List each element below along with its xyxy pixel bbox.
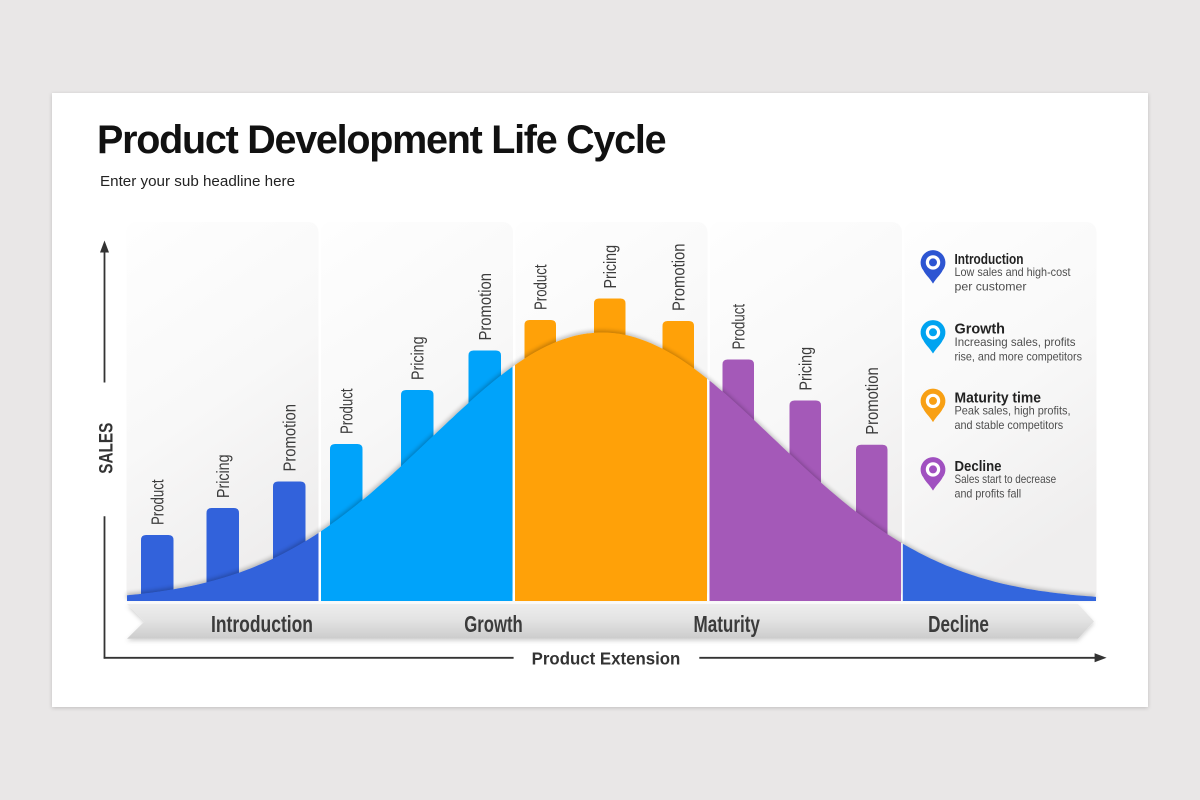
svg-text:Low sales and high-cost: Low sales and high-cost (955, 265, 1072, 279)
svg-text:Growth: Growth (955, 321, 1006, 338)
svg-text:Product: Product (729, 304, 749, 350)
svg-text:Product: Product (148, 479, 168, 525)
svg-text:per customer: per customer (955, 280, 1027, 294)
svg-text:Decline: Decline (955, 458, 1002, 475)
svg-text:Pricing: Pricing (213, 455, 233, 499)
svg-text:Promotion: Promotion (862, 367, 882, 435)
svg-text:Pricing: Pricing (600, 245, 620, 289)
svg-text:and stable competitors: and stable competitors (955, 418, 1064, 432)
svg-text:Product: Product (531, 264, 551, 310)
svg-text:Maturity: Maturity (694, 611, 760, 637)
svg-text:Introduction: Introduction (955, 251, 1024, 268)
svg-text:Decline: Decline (928, 611, 989, 637)
svg-text:rise, and more competitors: rise, and more competitors (955, 349, 1083, 363)
svg-text:Pricing: Pricing (796, 347, 816, 391)
svg-text:and profits fall: and profits fall (955, 487, 1022, 501)
svg-text:Growth: Growth (464, 611, 523, 637)
svg-text:SALES: SALES (96, 423, 118, 474)
svg-text:Promotion: Promotion (669, 244, 689, 312)
svg-text:Increasing sales, profits: Increasing sales, profits (955, 335, 1076, 349)
svg-text:Peak sales, high profits,: Peak sales, high profits, (955, 404, 1071, 418)
svg-text:Product: Product (337, 388, 357, 434)
svg-text:Introduction: Introduction (211, 611, 313, 637)
svg-text:Product Extension: Product Extension (532, 648, 681, 668)
svg-text:Promotion: Promotion (280, 404, 300, 472)
svg-text:Maturity time: Maturity time (955, 389, 1042, 406)
svg-text:Sales start to decrease: Sales start to decrease (955, 472, 1057, 486)
svg-text:Pricing: Pricing (408, 337, 428, 381)
svg-text:Promotion: Promotion (475, 273, 495, 340)
